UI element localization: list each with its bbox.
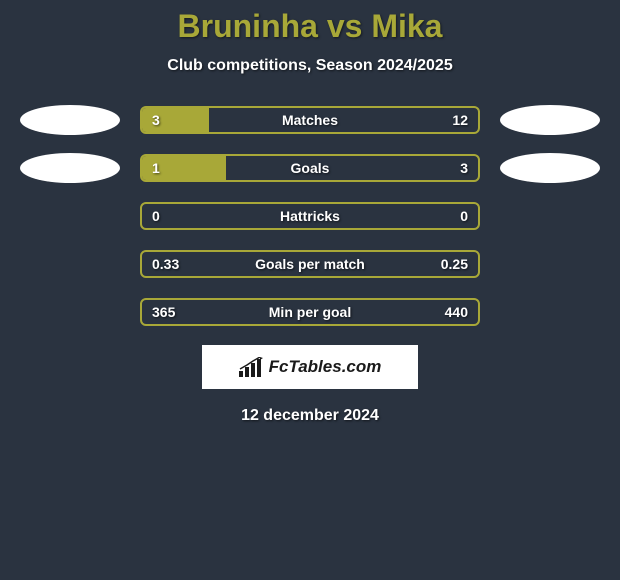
stat-row: 1 3 Goals — [0, 153, 620, 183]
stat-value-right: 0.25 — [441, 256, 468, 272]
stat-row: 0 0 Hattricks — [0, 201, 620, 231]
logo-text: FcTables.com — [269, 357, 382, 377]
stat-value-right: 440 — [445, 304, 468, 320]
badge-spacer — [500, 201, 600, 231]
chart-icon — [239, 357, 263, 377]
date-label: 12 december 2024 — [0, 407, 620, 425]
badge-spacer — [20, 297, 120, 327]
stat-value-right: 3 — [460, 160, 468, 176]
stat-label: Min per goal — [269, 304, 351, 320]
stat-bar: 0.33 0.25 Goals per match — [140, 250, 480, 278]
badge-spacer — [500, 249, 600, 279]
page-subtitle: Club competitions, Season 2024/2025 — [0, 57, 620, 75]
player-right-badge — [500, 105, 600, 135]
stat-value-left: 0.33 — [152, 256, 179, 272]
stat-bar: 1 3 Goals — [140, 154, 480, 182]
stat-label: Goals — [291, 160, 330, 176]
stat-value-left: 0 — [152, 208, 160, 224]
stat-value-right: 0 — [460, 208, 468, 224]
stat-bar: 365 440 Min per goal — [140, 298, 480, 326]
stat-label: Matches — [282, 112, 338, 128]
stat-value-left: 1 — [152, 160, 160, 176]
stat-value-left: 365 — [152, 304, 175, 320]
player-right-badge — [500, 153, 600, 183]
logo-box: FcTables.com — [202, 345, 418, 389]
player-left-badge — [20, 153, 120, 183]
stat-label: Hattricks — [280, 208, 340, 224]
badge-spacer — [20, 249, 120, 279]
stat-row: 0.33 0.25 Goals per match — [0, 249, 620, 279]
stats-comparison-container: Bruninha vs Mika Club competitions, Seas… — [0, 0, 620, 425]
stat-bar: 0 0 Hattricks — [140, 202, 480, 230]
player-left-badge — [20, 105, 120, 135]
stat-label: Goals per match — [255, 256, 365, 272]
stat-bar: 3 12 Matches — [140, 106, 480, 134]
stats-rows: 3 12 Matches 1 3 Goals 0 0 Hattricks 0.33 0.25 Goal… — [0, 105, 620, 327]
stat-value-left: 3 — [152, 112, 160, 128]
stat-value-right: 12 — [452, 112, 468, 128]
badge-spacer — [500, 297, 600, 327]
badge-spacer — [20, 201, 120, 231]
stat-row: 3 12 Matches — [0, 105, 620, 135]
page-title: Bruninha vs Mika — [0, 8, 620, 45]
stat-row: 365 440 Min per goal — [0, 297, 620, 327]
